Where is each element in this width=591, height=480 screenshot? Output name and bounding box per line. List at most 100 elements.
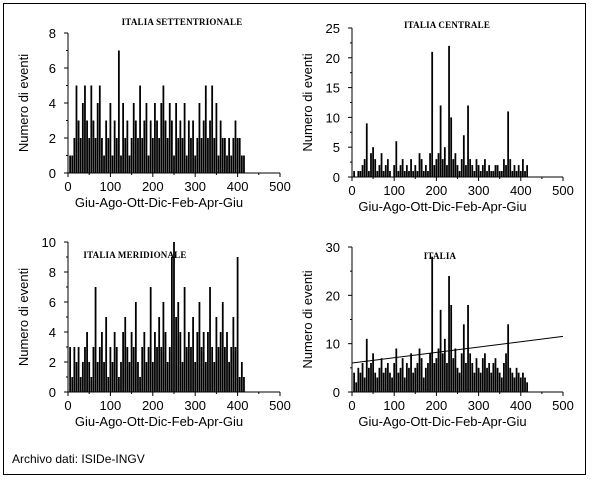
x-tick-label: 100 xyxy=(383,398,405,413)
bar xyxy=(412,372,415,392)
bar xyxy=(496,165,499,177)
bar xyxy=(363,159,366,177)
bar xyxy=(389,372,391,392)
bar xyxy=(462,324,465,392)
bar xyxy=(456,165,459,177)
bar xyxy=(488,165,491,177)
bar xyxy=(397,171,400,177)
bar xyxy=(137,362,139,392)
bar xyxy=(429,353,431,392)
bar xyxy=(511,171,514,177)
x-tick-label: 500 xyxy=(552,183,574,198)
bar xyxy=(141,347,144,392)
y-tick-label: 15 xyxy=(326,81,340,96)
x-tick-label: 300 xyxy=(468,398,490,413)
bar xyxy=(126,347,129,392)
bar xyxy=(219,332,222,392)
bar xyxy=(117,377,120,392)
bar xyxy=(522,159,524,177)
bar xyxy=(460,159,463,177)
bar xyxy=(86,120,88,173)
bar xyxy=(143,120,146,173)
figure-frame xyxy=(3,3,586,475)
bar xyxy=(86,332,88,392)
y-tick-label: 0 xyxy=(333,170,340,185)
bar xyxy=(236,257,239,392)
bar xyxy=(177,138,180,173)
bar xyxy=(113,332,116,392)
bar xyxy=(355,382,358,392)
x-tick-label: 400 xyxy=(227,179,249,194)
bar xyxy=(73,347,76,392)
bar xyxy=(181,138,184,173)
bar xyxy=(187,332,190,392)
bar xyxy=(130,332,133,392)
bar xyxy=(475,159,478,177)
bar xyxy=(452,159,455,177)
bar xyxy=(374,372,377,392)
bar xyxy=(357,367,360,392)
bar xyxy=(359,372,362,392)
bar xyxy=(230,155,233,173)
bar xyxy=(490,171,493,177)
y-axis-label: Numero di eventi xyxy=(300,53,315,151)
bar xyxy=(90,377,93,392)
bar xyxy=(450,117,453,177)
bar xyxy=(427,171,429,177)
bar xyxy=(145,103,148,173)
bar xyxy=(158,138,161,173)
bar xyxy=(418,153,421,177)
bar xyxy=(490,372,493,392)
bar xyxy=(469,159,472,177)
bar xyxy=(452,358,455,392)
bar xyxy=(196,332,199,392)
bar xyxy=(513,165,516,177)
x-tick-label: 400 xyxy=(510,398,532,413)
bar xyxy=(416,171,419,177)
bar xyxy=(156,347,158,392)
bar xyxy=(353,171,355,177)
bar xyxy=(192,317,194,392)
bar xyxy=(484,159,486,177)
bar xyxy=(494,165,497,177)
bar xyxy=(384,165,387,177)
bar xyxy=(185,155,188,173)
x-tick-label: 100 xyxy=(100,179,122,194)
bar xyxy=(420,159,423,177)
x-tick-label: 0 xyxy=(64,398,71,413)
bar xyxy=(422,171,425,177)
chart-title: ITALIA MERIDIONALE xyxy=(83,250,186,260)
bar xyxy=(122,103,125,173)
bar xyxy=(439,309,442,392)
bar xyxy=(403,171,406,177)
bar xyxy=(357,171,360,177)
bar xyxy=(143,332,146,392)
y-tick-label: 0 xyxy=(49,166,56,181)
x-axis-label: Giu-Ago-Ott-Dic-Feb-Apr-Giu xyxy=(358,199,526,214)
bar xyxy=(435,358,438,392)
bar xyxy=(496,367,499,392)
bar xyxy=(156,120,158,173)
bar xyxy=(221,302,224,392)
bar xyxy=(481,165,484,177)
bar xyxy=(94,138,97,173)
bar xyxy=(215,103,218,173)
bar xyxy=(162,85,165,173)
bar xyxy=(382,372,385,392)
bar xyxy=(204,85,207,173)
bar xyxy=(207,138,209,173)
bar xyxy=(120,362,122,392)
bar xyxy=(519,171,522,177)
bar xyxy=(433,363,436,392)
bar xyxy=(151,138,154,173)
bar xyxy=(200,347,203,392)
x-axis-label: Giu-Ago-Ott-Dic-Feb-Apr-Giu xyxy=(358,414,526,429)
bar xyxy=(69,347,72,392)
bar xyxy=(177,302,180,392)
bar xyxy=(515,171,518,177)
bar xyxy=(473,372,476,392)
bar xyxy=(211,347,214,392)
bar xyxy=(454,348,457,392)
bar xyxy=(386,159,389,177)
